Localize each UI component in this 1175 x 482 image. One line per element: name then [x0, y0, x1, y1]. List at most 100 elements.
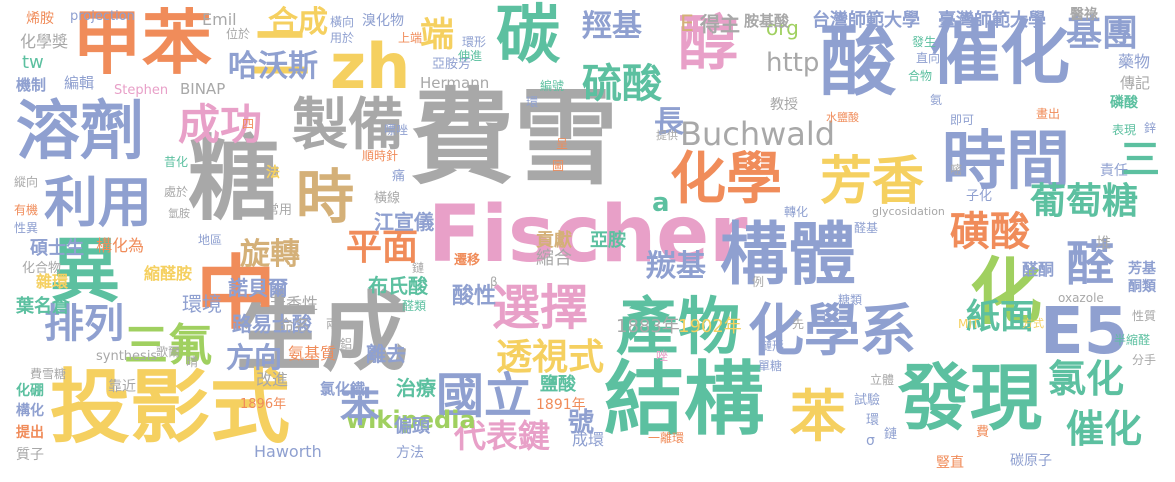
cloud-word: 晴 [186, 355, 199, 369]
cloud-word: 氯化鐵 [320, 380, 366, 398]
cloud-word: 利用 [44, 171, 152, 234]
cloud-word: 時 [296, 163, 355, 231]
cloud-word: 1883年 [616, 316, 680, 337]
cloud-word: E5 [1040, 295, 1129, 369]
cloud-word: MIT [958, 317, 980, 331]
cloud-word: 方向 [226, 341, 283, 374]
cloud-word: 排列 [44, 301, 124, 347]
cloud-word: BINAP [180, 80, 226, 98]
cloud-word: 醛酮 [1022, 260, 1055, 279]
cloud-word: 橫向 [330, 15, 355, 29]
cloud-word: 醛 [1066, 236, 1115, 292]
cloud-word: 鹽酸 [540, 374, 576, 395]
cloud-word: 構化 [16, 403, 44, 419]
cloud-word: 單糖 [758, 359, 783, 373]
cloud-word: 羰基 [646, 249, 706, 284]
cloud-word: 畫出 [1036, 107, 1061, 121]
cloud-word: 豎直 [936, 455, 964, 471]
cloud-word: 用於 [330, 31, 355, 45]
cloud-word: 烯胺 [26, 11, 54, 27]
cloud-word: 氫胺 [168, 207, 190, 220]
cloud-word: 碳原子 [1010, 453, 1052, 469]
cloud-word: 旋轉 [240, 237, 300, 272]
cloud-word: 昔化 [164, 155, 189, 169]
cloud-word: 諾貝爾 [228, 276, 288, 300]
cloud-word: 鋅 [1144, 121, 1157, 135]
cloud-word: 例 [752, 275, 765, 289]
cloud-word: 編號 [540, 79, 565, 93]
cloud-word: 法 [266, 165, 280, 181]
cloud-word: 化硼 [16, 383, 44, 399]
cloud-word: 環 [526, 95, 539, 109]
cloud-word: 順時針 [362, 149, 399, 163]
cloud-word: 基團 [1066, 13, 1139, 54]
cloud-word: 環境 [182, 292, 222, 316]
cloud-word: 1891年 [536, 397, 586, 413]
cloud-word: 號 [568, 408, 595, 438]
cloud-word: 葡萄糖 [1030, 181, 1139, 222]
cloud-word: projection [70, 9, 135, 24]
cloud-word: E [680, 12, 694, 37]
cloud-word: 醇 [678, 9, 738, 79]
cloud-word: 化學 [670, 147, 782, 212]
cloud-word: 改進 [256, 370, 289, 389]
cloud-word: 鋁 [340, 337, 353, 351]
cloud-word: 苯 [790, 385, 846, 450]
cloud-word: 碩士生 [30, 238, 84, 259]
cloud-word: 1902年 [678, 316, 742, 337]
cloud-word: 糖 [188, 126, 281, 233]
cloud-word: 圖 [552, 159, 565, 173]
cloud-word: 歌爾 [156, 345, 181, 359]
cloud-word: 呈 [556, 137, 569, 151]
cloud-word: 伸進 [458, 49, 483, 63]
cloud-word: 胺基酸 [744, 12, 790, 30]
cloud-word: 碳 [496, 0, 560, 73]
cloud-word: 一離環 [648, 431, 685, 445]
cloud-word: 氯化 [1048, 357, 1125, 401]
cloud-word: 醛基 [854, 221, 879, 235]
cloud-word: 醫祿 [1070, 7, 1098, 23]
cloud-word: 化合物 [22, 261, 62, 276]
cloud-word: 雜環 [36, 272, 69, 291]
cloud-word: 成環 [572, 430, 605, 449]
cloud-word: 製備 [292, 93, 404, 158]
cloud-word: 地區 [198, 233, 223, 247]
cloud-word: 方式 [1022, 317, 1044, 330]
cloud-word: 藥物 [1118, 52, 1151, 71]
cloud-word: 提出 [16, 425, 44, 441]
cloud-word: 遷移 [454, 253, 481, 268]
cloud-word: 磷酸 [1110, 95, 1138, 111]
cloud-word: 嘧 [950, 163, 963, 177]
cloud-word: 靠近 [108, 379, 136, 395]
cloud-word: 常用 [266, 203, 293, 218]
cloud-word: 鏈形 [760, 339, 785, 353]
cloud-word: 長 [654, 105, 684, 140]
cloud-word: 透視式 [496, 337, 605, 378]
cloud-word: 二 [250, 19, 310, 89]
cloud-word: wikipedia [346, 406, 476, 434]
cloud-word: 費 [976, 425, 990, 440]
cloud-word: 羥基 [582, 9, 642, 44]
cloud-word: Buchwald [680, 115, 836, 153]
cloud-word: 產物 [616, 290, 741, 363]
cloud-word: 先 [792, 317, 805, 331]
cloud-word: 即可 [950, 113, 975, 127]
cloud-word: 處於 [164, 185, 189, 199]
cloud-word: 哈沃斯 [228, 49, 318, 84]
cloud-word: 臺灣師範大學 [938, 10, 1046, 31]
cloud-word: 布氏酸 [368, 274, 428, 298]
cloud-word: 分手 [1132, 353, 1157, 367]
cloud-word: 編輯 [64, 74, 95, 92]
cloud-word: 子化 [966, 189, 993, 204]
cloud-word: 偏頭 [394, 416, 430, 437]
cloud-word: 江宣儀 [374, 210, 434, 234]
cloud-word: a [652, 188, 670, 218]
cloud-word: Fischer [428, 190, 748, 280]
cloud-word: 性質 [1132, 309, 1157, 323]
cloud-word: 路易士酸 [232, 312, 312, 336]
cloud-word: 苯 [340, 385, 380, 431]
cloud-word: 傳記 [1120, 74, 1151, 92]
cloud-word: Hermann [420, 74, 490, 92]
cloud-word: 國立 [436, 368, 533, 424]
